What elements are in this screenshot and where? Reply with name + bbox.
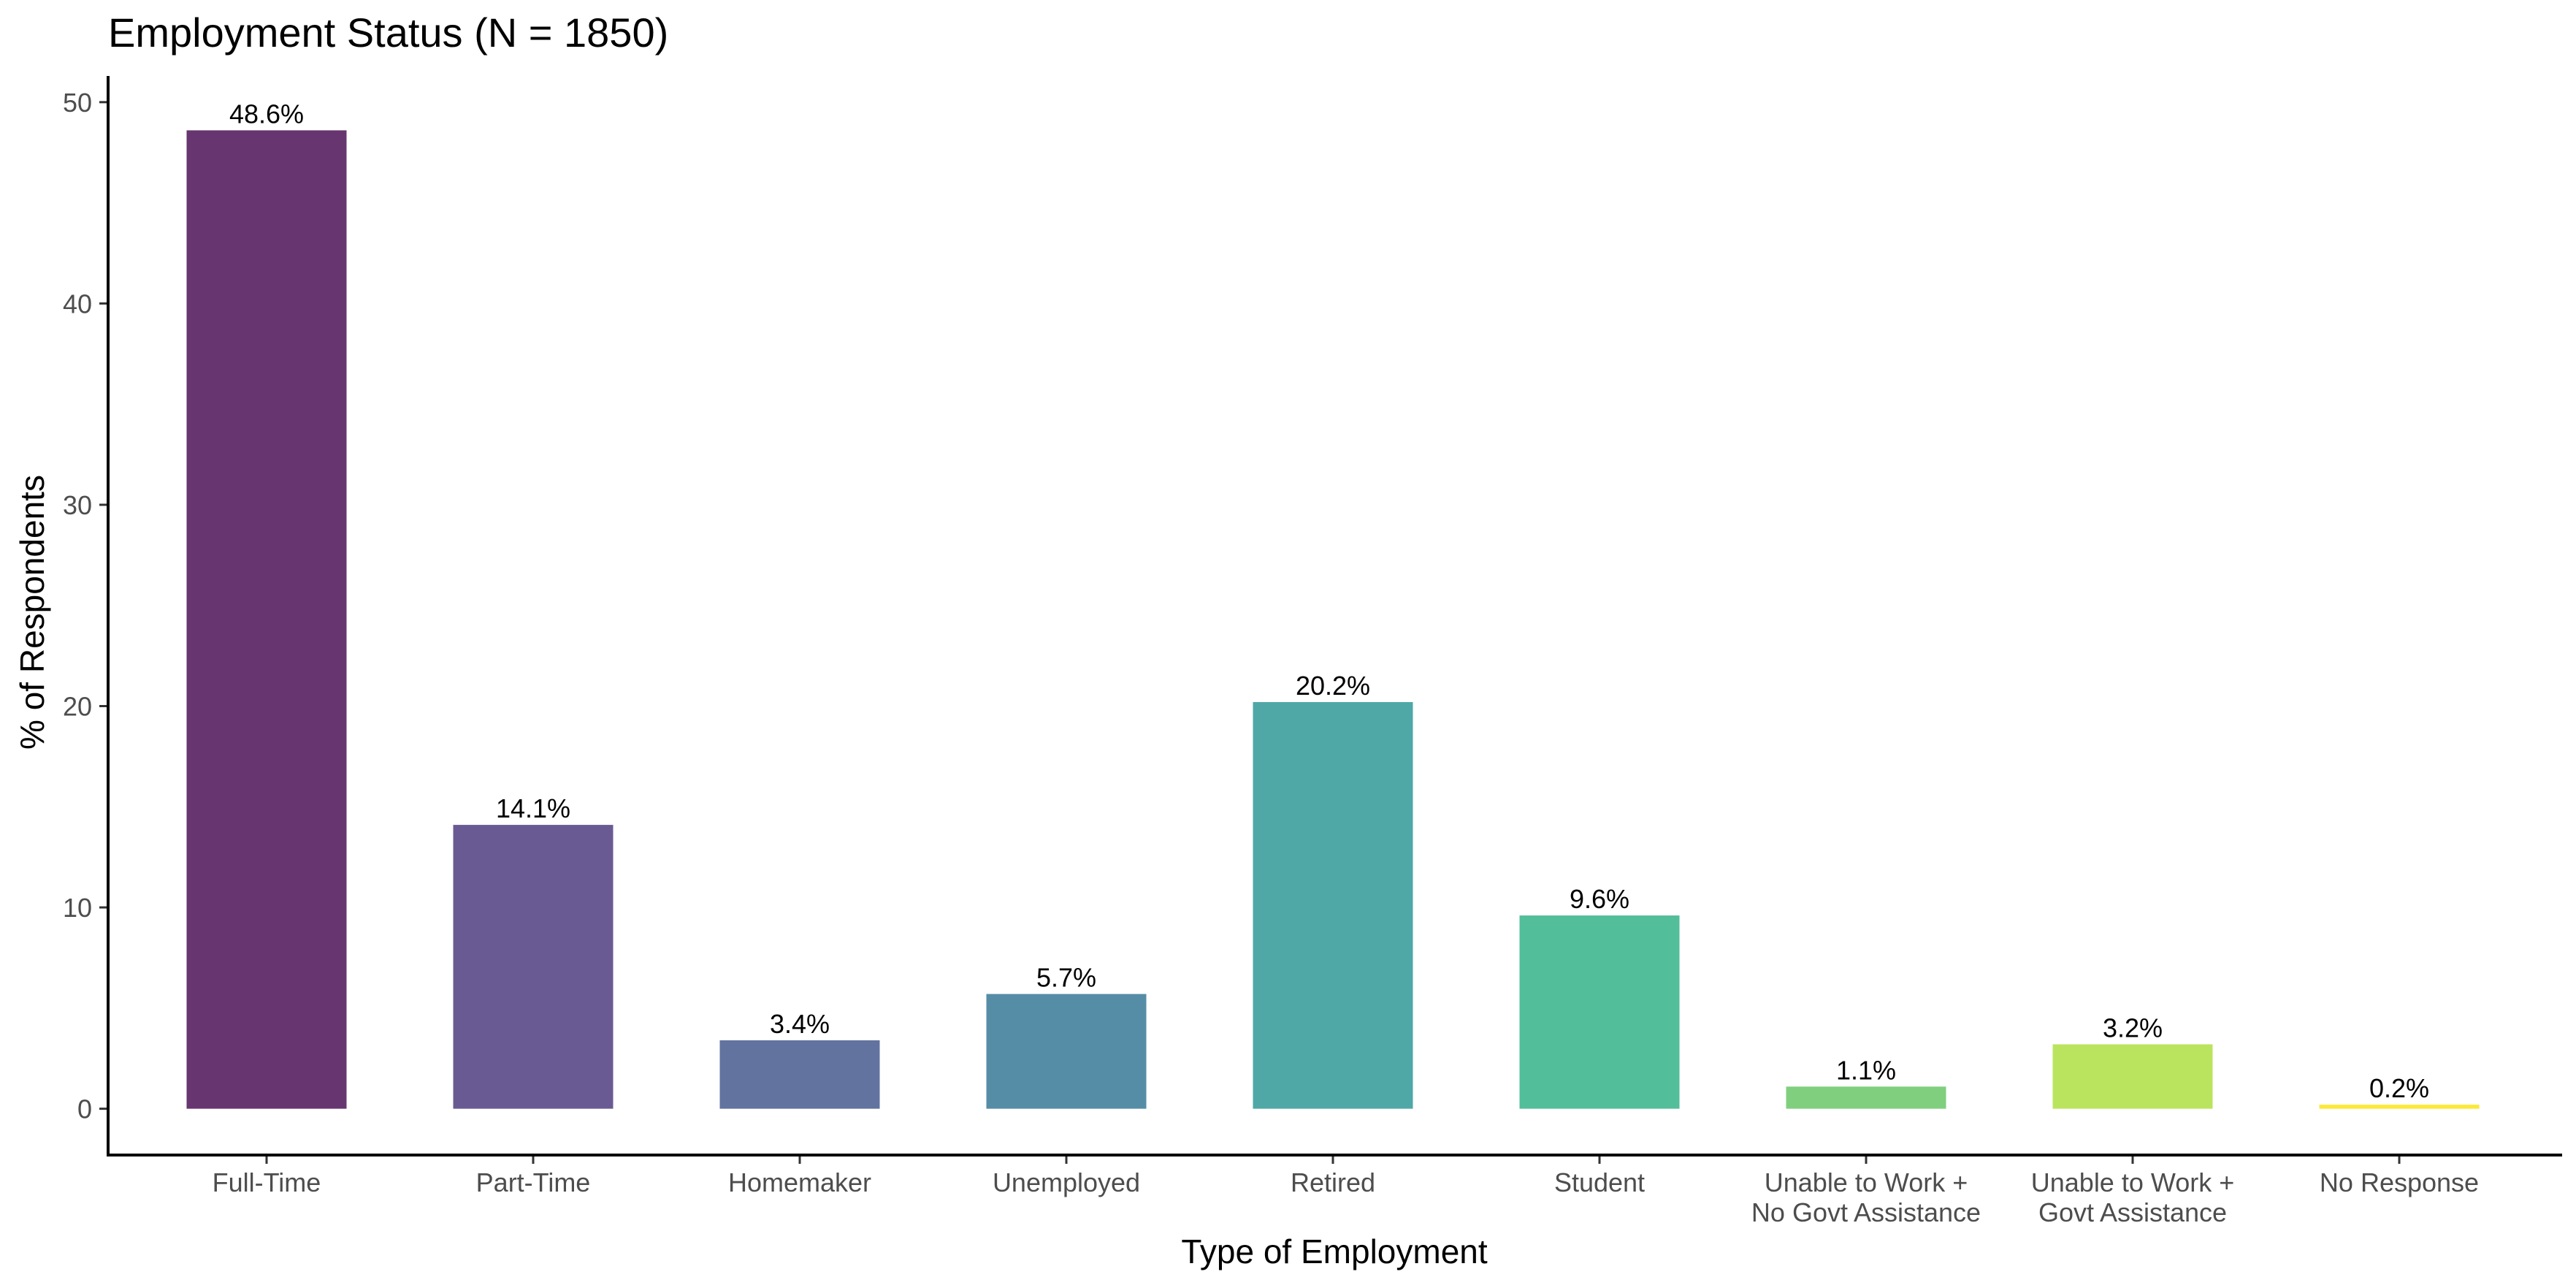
y-axis-title: % of Respondents bbox=[13, 475, 51, 750]
x-tick-label: Unable to Work + bbox=[1765, 1167, 1968, 1197]
x-axis-title: Type of Employment bbox=[1181, 1232, 1488, 1270]
y-tick-label: 10 bbox=[63, 893, 92, 923]
bar bbox=[2052, 1044, 2213, 1109]
y-tick-label: 0 bbox=[77, 1094, 92, 1124]
bar bbox=[453, 825, 614, 1109]
data-label: 3.2% bbox=[2103, 1013, 2163, 1043]
bar bbox=[186, 130, 347, 1109]
bar bbox=[2319, 1105, 2480, 1109]
y-tick-label: 50 bbox=[63, 88, 92, 118]
data-label: 14.1% bbox=[496, 793, 570, 823]
y-axis-title-group: % of Respondents bbox=[13, 475, 51, 750]
x-tick-label: Unemployed bbox=[993, 1167, 1140, 1197]
y-tick-label: 30 bbox=[63, 490, 92, 520]
y-tick-label: 40 bbox=[63, 289, 92, 319]
bar bbox=[986, 994, 1147, 1109]
x-tick-label: Part-Time bbox=[476, 1167, 591, 1197]
bars-group bbox=[186, 130, 2480, 1109]
data-label: 9.6% bbox=[1570, 884, 1629, 914]
y-tick-label: 20 bbox=[63, 692, 92, 722]
x-tick-label: Govt Assistance bbox=[2038, 1197, 2227, 1227]
x-tick-label: No Response bbox=[2320, 1167, 2479, 1197]
x-tick-label: Unable to Work + bbox=[2031, 1167, 2234, 1197]
bar bbox=[1519, 915, 1680, 1109]
data-label: 3.4% bbox=[770, 1009, 830, 1039]
bar bbox=[1786, 1086, 1946, 1109]
data-label: 5.7% bbox=[1036, 963, 1096, 993]
x-tick-label: No Govt Assistance bbox=[1751, 1197, 1981, 1227]
chart-title: Employment Status (N = 1850) bbox=[108, 9, 668, 56]
data-label: 1.1% bbox=[1836, 1055, 1896, 1085]
x-tick-label: Full-Time bbox=[213, 1167, 321, 1197]
data-label: 0.2% bbox=[2369, 1073, 2429, 1103]
y-axis-ticks: 0 10 20 30 40 50 bbox=[63, 88, 108, 1124]
data-label: 48.6% bbox=[229, 99, 304, 129]
data-label: 20.2% bbox=[1296, 671, 1370, 701]
x-tick-label: Student bbox=[1554, 1167, 1645, 1197]
bar bbox=[719, 1040, 880, 1109]
x-tick-label: Retired bbox=[1291, 1167, 1375, 1197]
bar bbox=[1253, 701, 1413, 1109]
data-labels-group: 48.6% 14.1% 3.4% 5.7% 20.2% 9.6% 1.1% 3.2% 0.2% bbox=[229, 99, 2429, 1103]
x-axis-ticks: Full-Time Part-Time Homemaker Unemployed Ret… bbox=[213, 1155, 2479, 1227]
x-tick-label: Homemaker bbox=[728, 1167, 871, 1197]
